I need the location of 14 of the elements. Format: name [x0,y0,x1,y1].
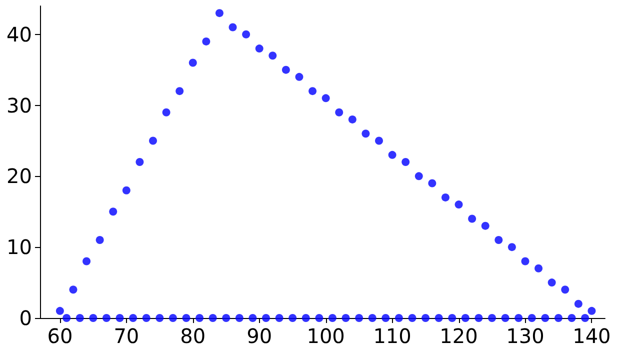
x-tick-label: 60 [47,324,73,348]
x-tick-label: 80 [180,324,206,348]
x-tick-label: 110 [373,324,412,348]
x-tick-label: 100 [306,324,345,348]
y-tick-label: 40 [6,22,32,46]
x-tick-label: 130 [506,324,544,348]
x-tick-label: 70 [114,324,140,348]
y-tick-label: 20 [6,164,32,188]
y-tick-label: 30 [6,93,32,118]
y-tick-label: 10 [6,235,32,260]
y-tick-label: 0 [19,306,32,330]
x-tick-label: 90 [246,324,272,348]
x-tick-label: 120 [440,324,478,348]
x-tick-label: 140 [572,324,611,348]
